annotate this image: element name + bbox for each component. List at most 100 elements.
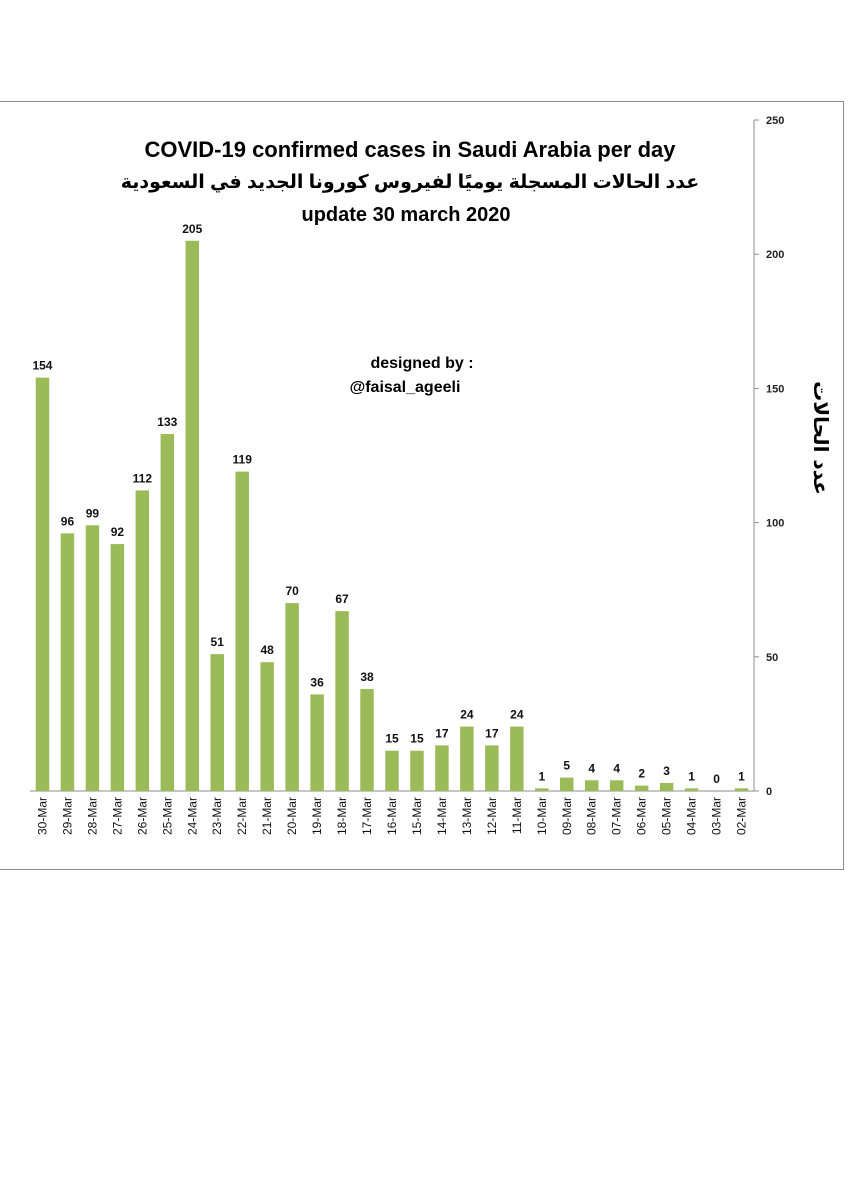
bar [160,434,175,791]
x-tick-label: 20-Mar [285,797,299,835]
x-tick-label: 11-Mar [510,797,524,834]
data-label: 38 [360,670,374,684]
bar [110,544,125,791]
data-label: 133 [157,415,177,429]
data-label: 0 [713,772,720,786]
x-tick-label: 08-Mar [585,797,599,835]
x-tick-label: 21-Mar [260,797,274,835]
x-tick-label: 22-Mar [235,797,249,835]
x-tick-label: 29-Mar [60,797,74,835]
chart-frame [0,101,844,870]
data-label: 1 [688,769,695,783]
bar [35,377,50,791]
data-label: 99 [86,506,100,520]
data-label: 24 [460,708,474,722]
data-label: 4 [613,761,620,775]
data-label: 112 [133,471,153,485]
y-tick-label: 150 [766,383,784,395]
y-axis-label: عدد الحالات [809,381,833,495]
x-tick-label: 28-Mar [85,797,99,835]
x-tick-label: 24-Mar [185,797,199,835]
bar [185,240,200,791]
bar [285,603,299,791]
bar [485,745,499,791]
data-label: 24 [510,708,524,722]
data-label: 67 [335,592,349,606]
x-tick-label: 19-Mar [310,797,324,835]
bar [310,694,324,791]
data-label: 2 [638,767,645,781]
credit-line-1: designed by : [370,355,473,372]
bar [460,726,474,791]
bar [734,788,749,791]
bar [385,750,399,791]
credit-line-2: @faisal_ageeli [350,379,461,396]
bar [360,689,374,791]
data-label: 15 [410,732,424,746]
data-label: 51 [211,635,225,649]
bar [584,780,599,791]
data-label: 17 [485,726,499,740]
data-label: 92 [111,525,125,539]
y-tick-label: 200 [766,249,784,261]
bar [684,788,699,791]
data-label: 4 [588,761,595,775]
data-label: 48 [260,643,274,657]
x-tick-label: 16-Mar [385,797,399,835]
bar [260,662,274,791]
data-label: 17 [435,726,449,740]
bar [435,745,449,791]
data-label: 119 [233,453,253,467]
x-tick-label: 18-Mar [335,797,349,835]
y-tick-label: 100 [766,518,784,530]
x-tick-label: 14-Mar [435,797,449,835]
bar [60,533,75,791]
x-tick-labels: 30-Mar 29-Mar 28-Mar 27-Mar 26-Mar 25-Mar 24-M… [35,797,748,835]
y-tick-label: 250 [766,115,784,127]
bar [634,785,649,791]
x-tick-label: 10-Mar [535,797,549,835]
chart-subtitle-arabic: عدد الحالات المسجلة يوميًا لفيروس كورونا… [121,172,700,193]
data-label: 1 [538,769,545,783]
chart-subtitle-update: update 30 march 2020 [302,204,511,226]
data-label: 5 [563,759,570,773]
x-tick-label: 07-Mar [610,797,624,835]
data-label: 3 [663,764,670,778]
y-tick-label: 0 [766,786,772,798]
x-tick-label: 04-Mar [685,797,699,835]
bars [35,240,749,791]
data-label: 205 [182,222,202,236]
x-tick-label: 05-Mar [660,797,674,835]
bar [659,782,674,791]
x-tick-label: 13-Mar [460,797,474,835]
bar [560,777,574,791]
x-tick-label: 06-Mar [635,797,649,835]
bar [235,471,249,791]
bar [210,654,224,791]
data-label: 96 [61,514,75,528]
x-tick-label: 12-Mar [485,797,499,835]
bar [510,726,524,791]
bar [535,788,549,791]
x-tick-label: 26-Mar [135,797,149,835]
data-label: 36 [310,675,324,689]
bar [85,525,100,791]
x-tick-label: 25-Mar [160,797,174,835]
x-tick-label: 17-Mar [360,797,374,835]
data-label: 70 [285,584,299,598]
bar [135,490,150,791]
y-tick-labels: 0 50 100 150 200 250 [766,115,784,798]
data-label: 1 [738,769,745,783]
x-tick-label: 03-Mar [710,797,724,835]
x-tick-label: 15-Mar [410,797,424,835]
data-label: 154 [32,359,52,373]
data-label: 15 [385,732,399,746]
x-tick-label: 23-Mar [210,797,224,835]
x-tick-label: 27-Mar [110,797,124,835]
x-tick-label: 09-Mar [560,797,574,835]
x-tick-label: 30-Mar [35,797,49,835]
bar [609,780,624,791]
y-tick-label: 50 [766,652,778,664]
